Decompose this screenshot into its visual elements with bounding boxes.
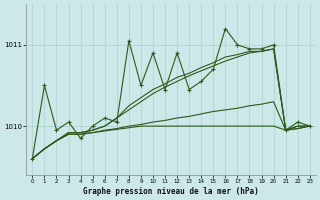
X-axis label: Graphe pression niveau de la mer (hPa): Graphe pression niveau de la mer (hPa) [83, 187, 259, 196]
